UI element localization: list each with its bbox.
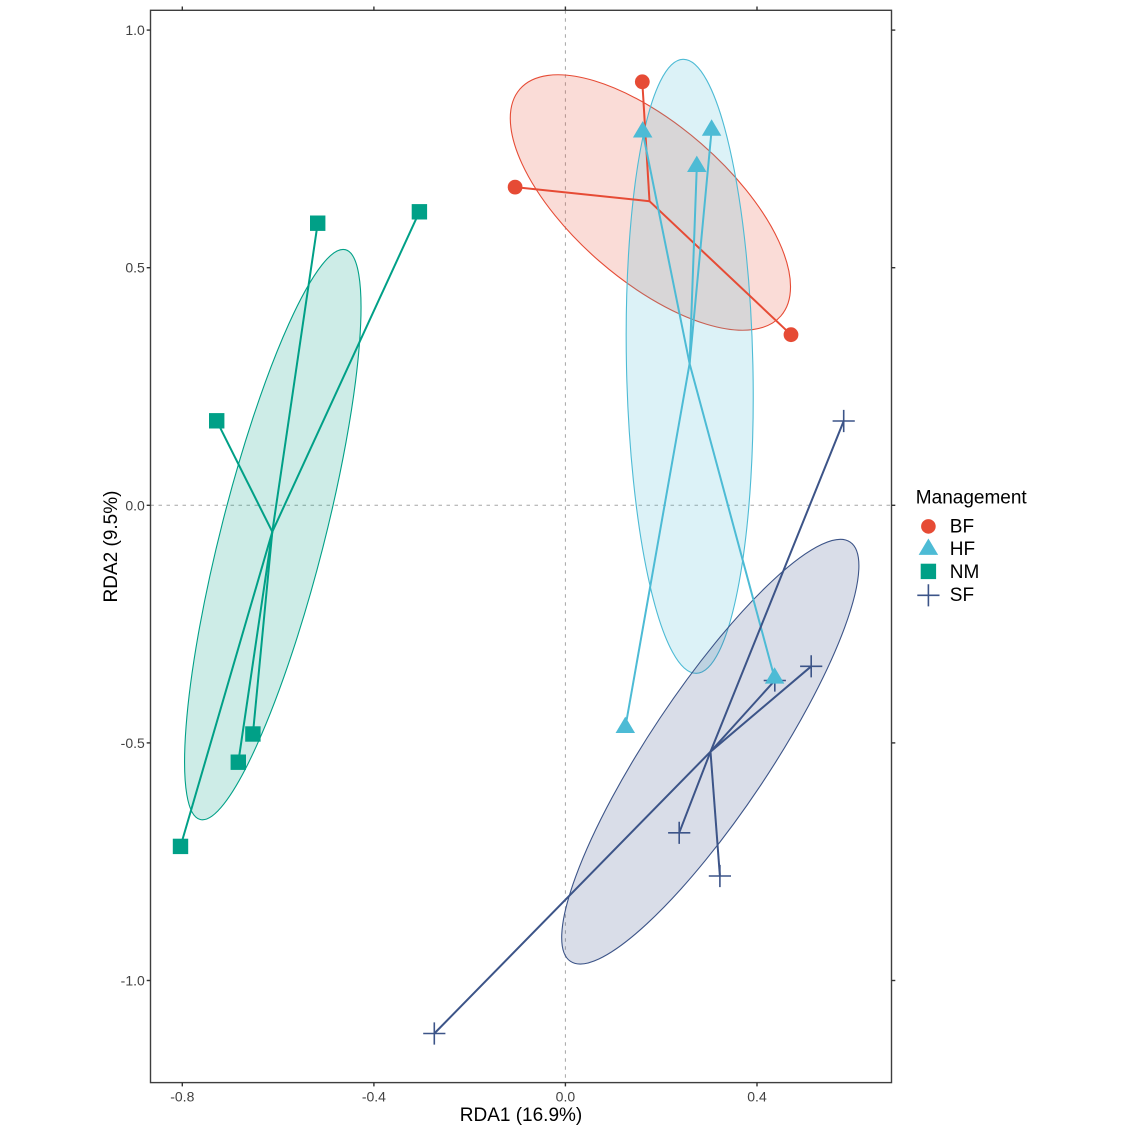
svg-text:-0.5: -0.5: [121, 735, 145, 751]
svg-text:NM: NM: [950, 562, 980, 583]
svg-text:Management: Management: [916, 488, 1028, 509]
svg-text:RDA2 (9.5%): RDA2 (9.5%): [101, 491, 122, 603]
svg-text:-1.0: -1.0: [121, 973, 145, 989]
svg-text:BF: BF: [950, 517, 974, 538]
svg-text:RDA1 (16.9%): RDA1 (16.9%): [460, 1105, 583, 1126]
svg-text:HF: HF: [950, 539, 975, 560]
svg-text:0.0: 0.0: [125, 497, 145, 513]
svg-text:-0.8: -0.8: [170, 1088, 194, 1104]
svg-text:1.0: 1.0: [125, 22, 145, 38]
svg-text:0.4: 0.4: [747, 1088, 767, 1104]
svg-text:0.0: 0.0: [556, 1088, 576, 1104]
svg-text:SF: SF: [950, 585, 974, 606]
svg-text:-0.4: -0.4: [362, 1088, 386, 1104]
svg-text:0.5: 0.5: [125, 260, 145, 276]
